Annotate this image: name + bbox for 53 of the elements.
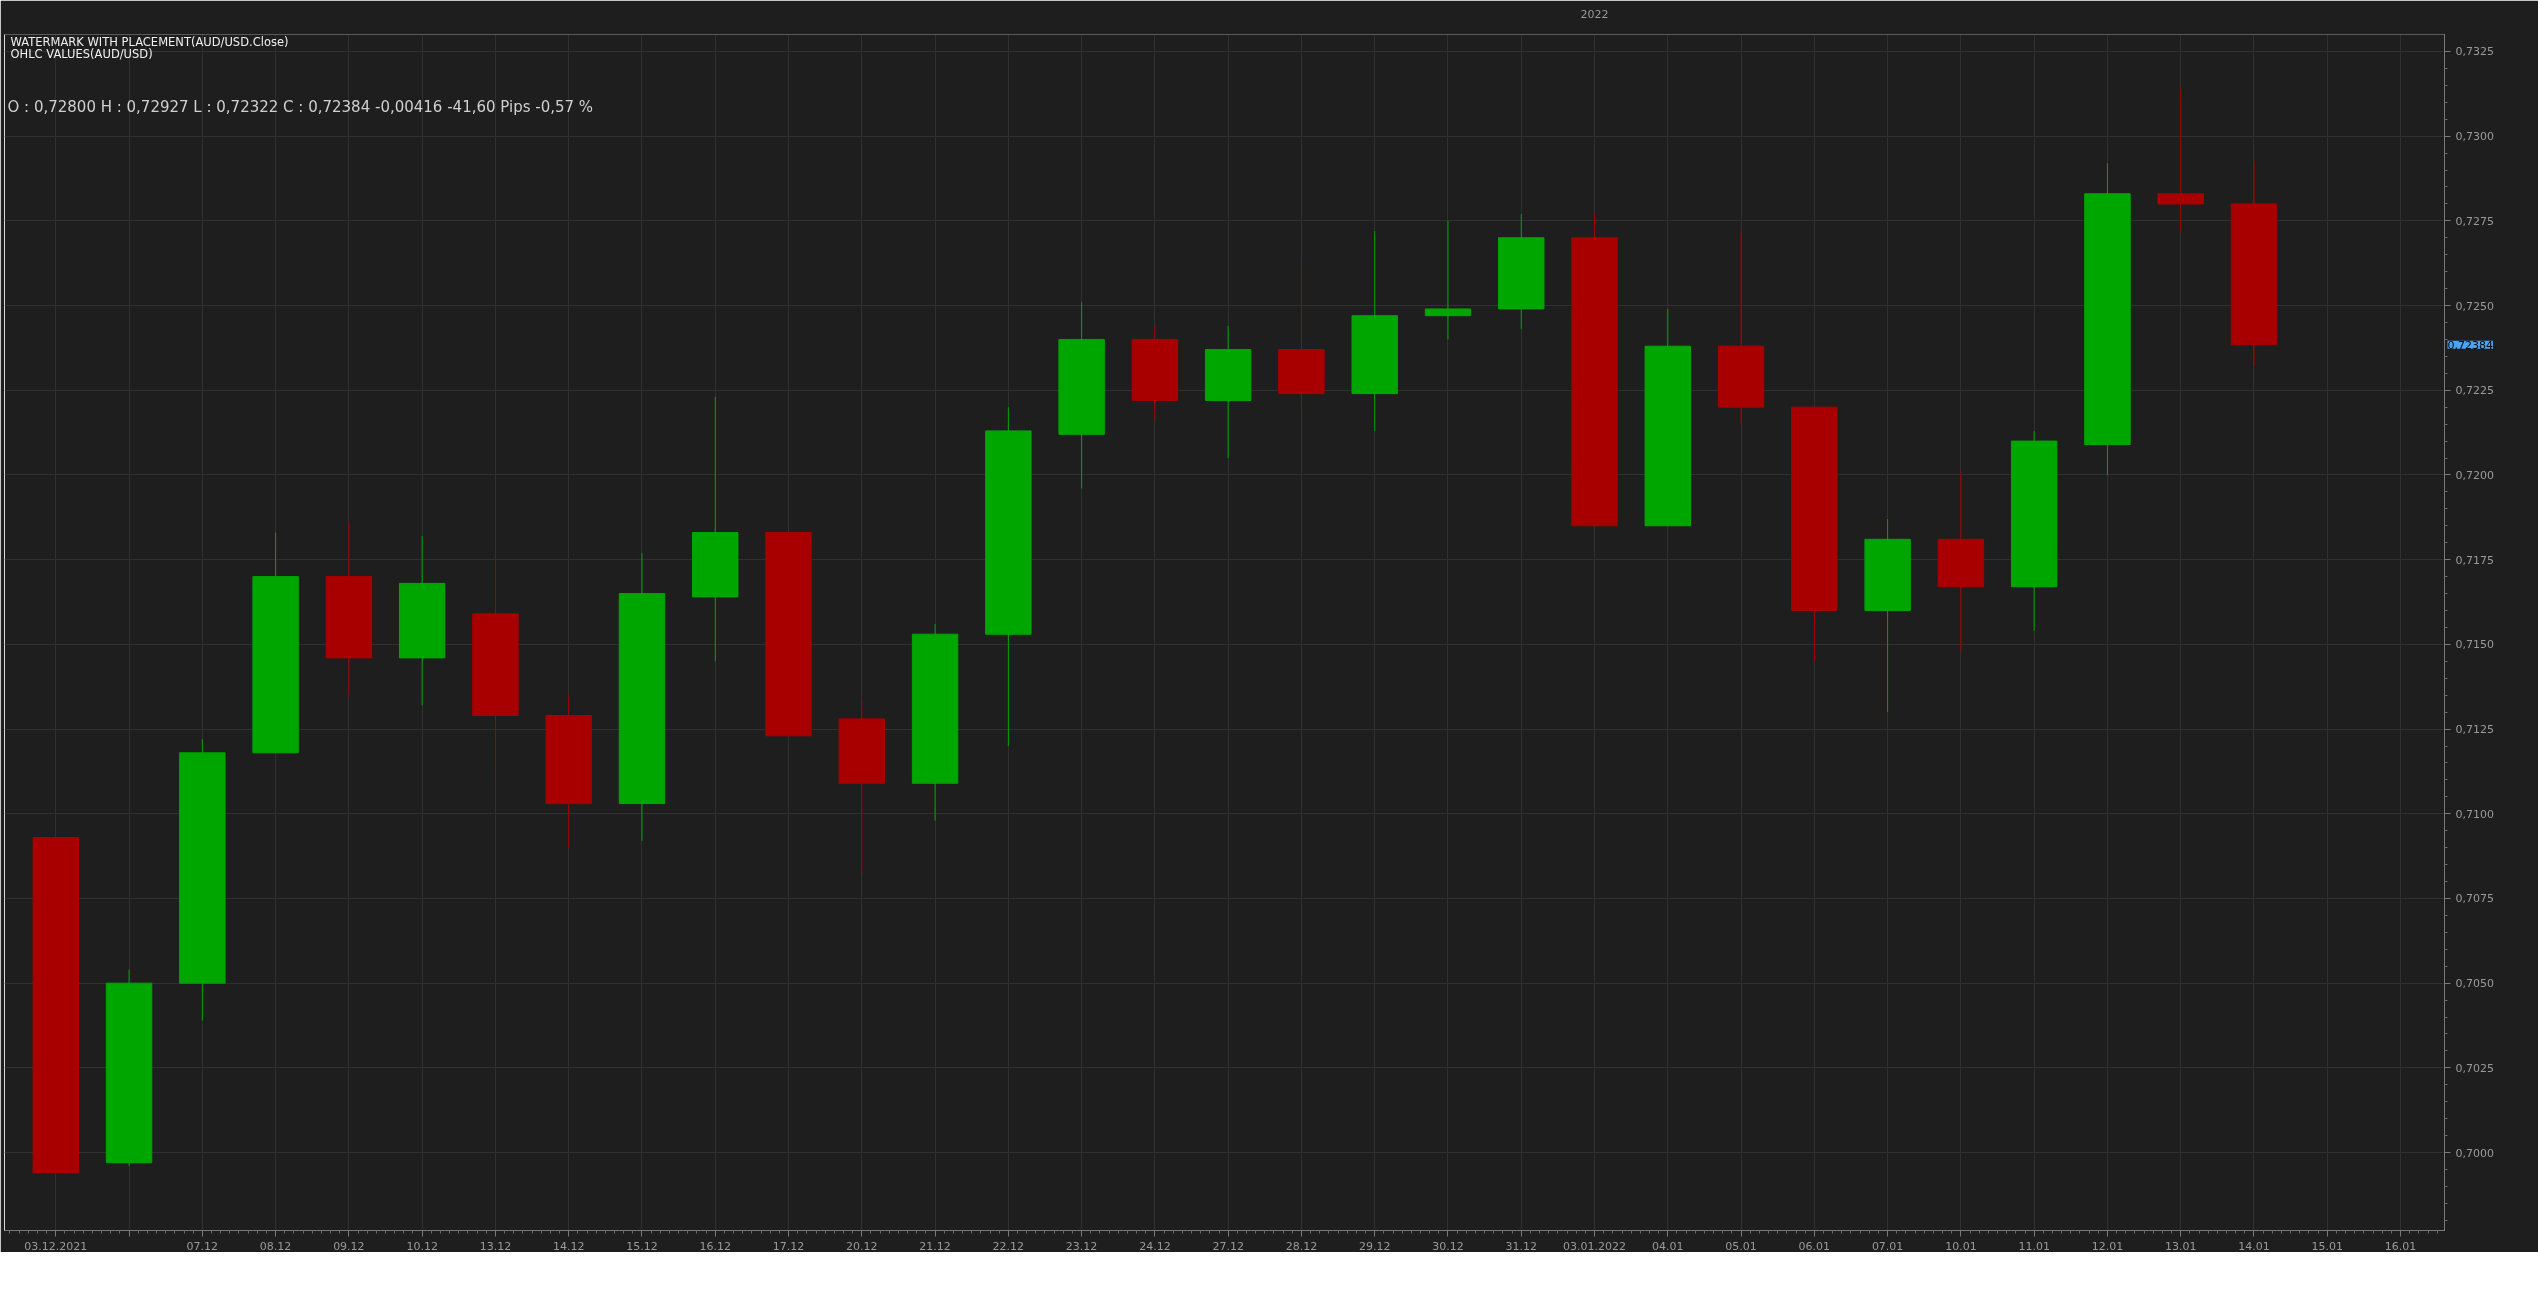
text: 0,72384	[2447, 338, 2493, 352]
x-tick-label: 15.12	[626, 1239, 658, 1253]
x-tick-label: 05.01	[1725, 1239, 1757, 1253]
x-tick-label: 08.12	[259, 1239, 292, 1253]
y-tick-label: 0,7150	[2455, 638, 2494, 652]
x-tick-label: 14.12	[552, 1239, 585, 1253]
y-tick-label: 0,7275	[2455, 214, 2494, 228]
x-tick-label: 13.12	[479, 1239, 512, 1253]
x-tick-label: 31.12	[1505, 1239, 1538, 1253]
x-tick-label: 13.01	[2164, 1239, 2197, 1253]
candlestick	[2157, 88, 2204, 232]
x-tick-label: 16.12	[699, 1239, 732, 1253]
x-tick-label: 22.12	[992, 1239, 1025, 1253]
y-tick-label: 0,7325	[2455, 45, 2494, 59]
x-tick-label: 10.01	[1945, 1239, 1977, 1253]
x-tick-label: 23.12	[1065, 1239, 1098, 1253]
x-tick-label: 10.12	[406, 1239, 438, 1253]
annotation: O : 0,72800 H : 0,72927 L : 0,72322 C : 0,72384 -0,00416 -41,60 Pips -0,57 %	[7, 97, 594, 116]
y-tick-label: 0,7250	[2455, 299, 2494, 313]
y-tick-label: 0,7125	[2455, 723, 2494, 737]
y-tick-label: 0,7200	[2455, 468, 2494, 482]
y-tick-label: 0,7000	[2455, 1146, 2494, 1160]
y-tick-label: 0,7175	[2455, 553, 2494, 567]
candlestick	[1424, 220, 1472, 340]
y-tick-label: 0,7025	[2455, 1061, 2494, 1075]
y-tick-label: 0,7100	[2455, 807, 2494, 821]
x-tick-label: 04.01	[1652, 1239, 1684, 1253]
x-tick-label: 03.01.2022	[1563, 1239, 1627, 1253]
x-tick-label: 30.12	[1432, 1239, 1464, 1253]
x-tick-label: 16.01	[2384, 1239, 2417, 1253]
annotation: WATERMARK WITH PLACEMENT(AUD/USD.Close)	[10, 34, 289, 49]
y-tick-label: 0,7075	[2455, 892, 2494, 906]
x-tick-label: 20.12	[846, 1239, 878, 1253]
x-tick-label: 12.01	[2091, 1239, 2124, 1253]
x-tick-label: 27.12	[1212, 1239, 1244, 1253]
x-tick-label: 17.12	[772, 1239, 805, 1253]
y-tick-label: 0,7225	[2455, 384, 2494, 398]
x-tick-label: 14.01	[2238, 1239, 2270, 1253]
x-tick-label: 07.12	[186, 1239, 219, 1253]
x-tick-label: 29.12	[1358, 1239, 1391, 1253]
x-tick-label: 06.01	[1798, 1239, 1831, 1253]
y-tick-label: 0,7300	[2455, 130, 2494, 144]
x-tick-label: 09.12	[333, 1239, 365, 1253]
x-tick-label: 15.01	[2311, 1239, 2344, 1253]
x-tick-label: 24.12	[1139, 1239, 1171, 1253]
x-tick-label: 03.12.2021	[24, 1239, 88, 1253]
x-tick-label: 28.12	[1285, 1239, 1318, 1253]
text: 2022	[1580, 7, 1609, 21]
x-tick-label: 11.01	[2018, 1239, 2050, 1253]
x-tick-label: 07.01	[1871, 1239, 1904, 1253]
x-tick-label: 21.12	[919, 1239, 951, 1253]
y-tick-label: 0,7050	[2455, 977, 2494, 991]
annotation: OHLC VALUES(AUD/USD)	[10, 47, 153, 61]
